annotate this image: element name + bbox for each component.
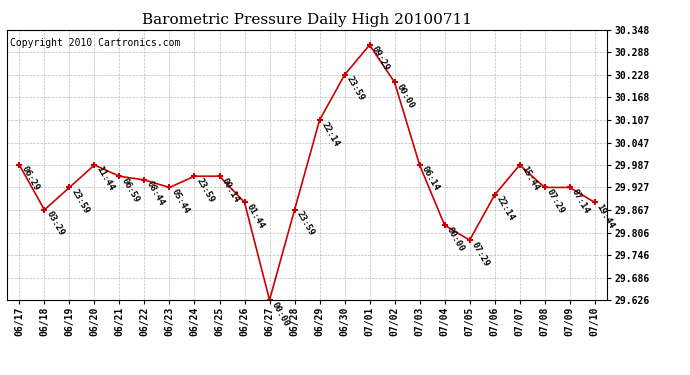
Text: 07:29: 07:29 [544, 188, 566, 215]
Text: 09:29: 09:29 [370, 45, 391, 73]
Text: 22:14: 22:14 [319, 120, 341, 148]
Text: 06:29: 06:29 [19, 165, 41, 193]
Text: 00:00: 00:00 [444, 225, 466, 253]
Text: 23:59: 23:59 [295, 210, 316, 238]
Title: Barometric Pressure Daily High 20100711: Barometric Pressure Daily High 20100711 [142, 13, 472, 27]
Text: 23:59: 23:59 [344, 75, 366, 103]
Text: 23:59: 23:59 [195, 176, 216, 204]
Text: 22:14: 22:14 [495, 195, 516, 223]
Text: 08:44: 08:44 [144, 180, 166, 208]
Text: 00:00: 00:00 [270, 300, 290, 328]
Text: Copyright 2010 Cartronics.com: Copyright 2010 Cartronics.com [10, 38, 180, 48]
Text: 06:59: 06:59 [119, 176, 141, 204]
Text: 23:59: 23:59 [70, 188, 90, 215]
Text: 07:29: 07:29 [470, 240, 491, 268]
Text: 05:44: 05:44 [170, 188, 190, 215]
Text: 01:44: 01:44 [244, 202, 266, 230]
Text: 03:29: 03:29 [44, 210, 66, 238]
Text: 11:44: 11:44 [95, 165, 116, 193]
Text: 06:14: 06:14 [420, 165, 441, 193]
Text: 19:44: 19:44 [595, 202, 616, 230]
Text: 00:00: 00:00 [395, 82, 416, 110]
Text: 07:14: 07:14 [570, 188, 591, 215]
Text: 00:14: 00:14 [219, 176, 241, 204]
Text: 15:44: 15:44 [520, 165, 541, 193]
